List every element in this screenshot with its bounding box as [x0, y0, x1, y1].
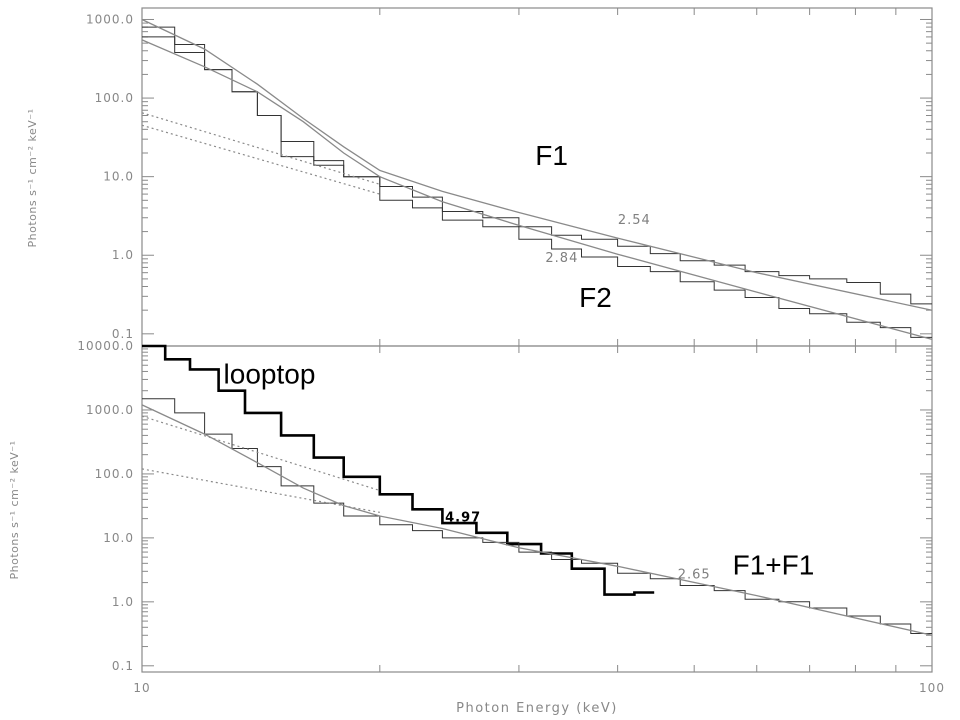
top-series [141, 18, 933, 341]
top-annotations: F1 F2 2.54 2.84 [535, 140, 651, 313]
annotation-label: F1 [535, 140, 568, 171]
top-y-ticks: 0.1 1.0 10.0 100.0 1000.0 [86, 8, 933, 346]
fit-line [141, 39, 933, 341]
annotation-label: looptop [224, 358, 316, 389]
y-tick-label: 1000.0 [86, 403, 134, 417]
bottom-x-ticks: 10 100 [133, 346, 945, 695]
y-tick-label: 100.0 [95, 467, 134, 481]
bottom-frame [141, 345, 933, 673]
y-tick-label: 100.0 [95, 91, 134, 105]
x-tick-label: 10 [133, 681, 150, 695]
bottom-y-ticks: 0.1 1.0 10.0 100.0 1000.0 10000.0 [77, 339, 932, 673]
bottom-series [141, 344, 933, 636]
fit-line [141, 404, 933, 636]
histogram-series [142, 398, 932, 634]
y-tick-label: 0.1 [112, 327, 134, 341]
dotted-component [141, 124, 380, 195]
annotation-label: F1+F1 [733, 549, 815, 580]
bottom-y-axis-label: Photons s⁻¹ cm⁻² keV⁻¹ [8, 441, 21, 580]
y-tick-label: 10000.0 [77, 339, 134, 353]
annotation-label: 2.84 [545, 251, 578, 266]
x-tick-label: 100 [919, 681, 945, 695]
annotation-label: 2.65 [678, 568, 711, 583]
fit-line [141, 18, 933, 311]
annotation-label: 2.54 [618, 213, 651, 228]
y-tick-label: 10.0 [103, 531, 134, 545]
y-tick-label: 10.0 [103, 170, 134, 184]
y-tick-label: 1000.0 [86, 12, 134, 26]
looptop-histogram [142, 344, 655, 596]
y-tick-label: 1.0 [112, 248, 134, 262]
dotted-component [141, 415, 380, 492]
annotation-label: F2 [579, 282, 612, 313]
dotted-component [141, 112, 380, 185]
x-axis-label: Photon Energy (keV) [456, 701, 618, 716]
histogram-series [142, 36, 932, 338]
dotted-component [141, 468, 380, 513]
panel-top: 0.1 1.0 10.0 100.0 1000.0 Photons s⁻¹ cm⁻² k… [26, 7, 933, 347]
y-tick-label: 1.0 [112, 595, 134, 609]
y-tick-label: 0.1 [112, 659, 134, 673]
annotation-label: 4.97 [445, 511, 481, 526]
top-frame [141, 7, 933, 347]
top-y-axis-label: Photons s⁻¹ cm⁻² keV⁻¹ [26, 109, 39, 248]
panel-bottom: 0.1 1.0 10.0 100.0 1000.0 10000.0 10 100 Photo… [8, 339, 945, 716]
bottom-annotations: looptop F1+F1 4.97 2.65 [224, 358, 815, 582]
